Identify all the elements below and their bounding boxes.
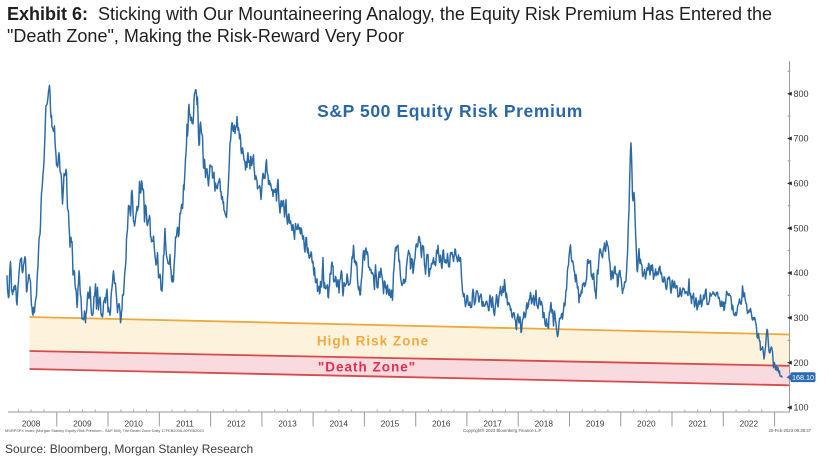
svg-text:2020: 2020 [637,419,656,429]
svg-text:2015: 2015 [381,419,400,429]
svg-text:2021: 2021 [688,419,707,429]
svg-text:"Death Zone": "Death Zone" [318,360,416,375]
svg-text:2008: 2008 [22,419,41,429]
svg-text:2016: 2016 [432,419,451,429]
svg-text:800: 800 [794,89,809,99]
svg-text:High Risk Zone: High Risk Zone [317,334,429,349]
svg-text:Copyright® 2023 Bloomberg Fina: Copyright® 2023 Bloomberg Finance L.P. [463,428,542,433]
svg-text:S&P 500 Equity Risk Premium: S&P 500 Equity Risk Premium [317,101,583,121]
svg-text:2022: 2022 [740,419,759,429]
svg-text:2018: 2018 [535,419,554,429]
svg-text:200: 200 [794,358,809,368]
svg-text:2017: 2017 [483,419,502,429]
svg-text:20-Feb-2023 08:38:37: 20-Feb-2023 08:38:37 [768,428,811,433]
svg-text:2019: 2019 [586,419,605,429]
svg-text:500: 500 [794,223,809,233]
svg-text:2012: 2012 [227,419,246,429]
svg-text:700: 700 [794,134,809,144]
svg-text:MSRPSPX Index (Morgan Stanley: MSRPSPX Index (Morgan Stanley Equity Ris… [5,428,204,433]
svg-text:168.10: 168.10 [792,373,814,382]
svg-text:2011: 2011 [176,419,194,429]
svg-text:300: 300 [794,313,809,323]
svg-text:100: 100 [794,403,809,413]
svg-text:600: 600 [794,179,809,189]
svg-text:2009: 2009 [73,419,92,429]
svg-text:2013: 2013 [278,419,297,429]
svg-text:2014: 2014 [330,419,349,429]
svg-text:2010: 2010 [124,419,143,429]
svg-text:400: 400 [794,268,809,278]
